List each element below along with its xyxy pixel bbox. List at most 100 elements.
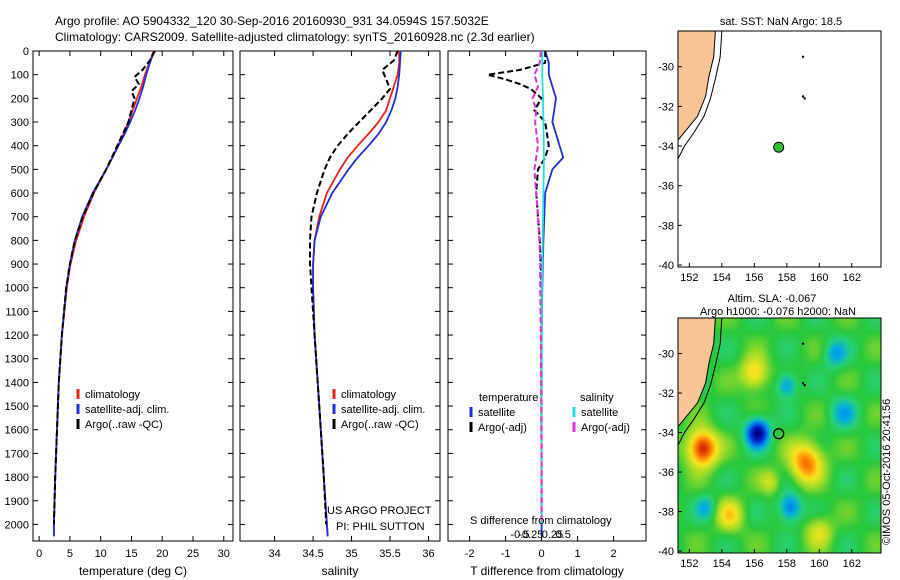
salinity-legend-label: climatology	[341, 389, 397, 401]
difference-legend-label: Argo(-adj)	[581, 422, 630, 434]
temperature-ytick-label: 1100	[5, 306, 29, 318]
sla-map-float-marker	[773, 428, 785, 440]
sst-map-xtick-label: 154	[713, 272, 731, 284]
sla-map-ytick-label: -30	[658, 349, 674, 361]
difference-stick-label: -0.5	[511, 529, 530, 541]
difference-series-line	[531, 50, 543, 525]
sla-map-content	[678, 318, 881, 553]
header-line1: Argo profile: AO 5904332_120 30-Sep-2016…	[55, 14, 489, 28]
temperature-ytick-label: 1700	[5, 448, 29, 460]
salinity-annotation: PI: PHIL SUTTON	[336, 521, 425, 533]
sst-map-frame	[677, 30, 882, 268]
sst-map-ytick-label: -36	[658, 181, 674, 193]
temperature-xlabel: temperature (deg C)	[79, 564, 187, 578]
difference-stick-label: -0.25	[518, 529, 543, 541]
sst-map-ytick-label: -40	[658, 260, 674, 272]
temperature-legend-label: satellite-adj. clim.	[85, 404, 169, 416]
watermark: ©IMOS 05-Oct-2016 20:41:56	[881, 399, 893, 545]
difference-legend-label: satellite	[581, 407, 618, 419]
difference-stick-label: 0.25	[542, 529, 563, 541]
sla-map-island	[801, 342, 805, 345]
temperature-ytick-label: 1800	[5, 472, 29, 484]
salinity-xtick-label: 34	[268, 548, 280, 560]
temperature-series-line	[53, 50, 155, 537]
sla-map-contour	[678, 318, 723, 447]
sst-map-ytick-label: -30	[658, 62, 674, 74]
plots-layer: 0 5 10 15 20 25 300100200300400500600700800900…	[5, 16, 882, 578]
temperature-xtick-label: 30	[218, 548, 230, 560]
sla-map-ytick-label: -40	[658, 546, 674, 558]
salinity-legend-label: Argo(..raw -QC)	[341, 419, 419, 431]
temperature-xtick-label: 5	[67, 548, 73, 560]
temperature-ytick-label: 800	[11, 235, 29, 247]
salinity-frame	[239, 50, 441, 542]
sla-map-xtick-label: 156	[745, 558, 763, 570]
difference-legend-title: temperature	[479, 392, 538, 404]
temperature-xtick-label: 0	[36, 548, 42, 560]
difference-top-xlabel: S difference from climatology	[470, 515, 612, 527]
sla-map-xtick-label: 158	[778, 558, 796, 570]
sla-map-xtick-label: 162	[843, 558, 861, 570]
temperature-legend-label: climatology	[85, 389, 141, 401]
temperature-ytick-label: 1200	[5, 330, 29, 342]
salinity-xtick-label: 35.5	[379, 548, 400, 560]
temperature-xtick-label: 15	[125, 548, 137, 560]
salinity-series-line	[309, 50, 399, 525]
temperature-ytick-label: 400	[11, 141, 29, 153]
difference-series-line	[540, 51, 545, 525]
difference-series-line	[487, 51, 550, 525]
difference-xtick-label: -1	[501, 548, 511, 560]
difference-xtick-label: -2	[465, 548, 475, 560]
sla-map-subtitle: Argo h1000: -0.076 h2000: NaN	[700, 306, 856, 318]
sst-map-ytick-label: -38	[658, 220, 674, 232]
sst-map-contour	[678, 31, 723, 160]
temperature-ytick-label: 600	[11, 188, 29, 200]
sst-map-island	[801, 95, 805, 98]
sla-map-ytick-label: -36	[658, 467, 674, 479]
salinity-xtick-label: 36	[422, 548, 434, 560]
sla-map-heatmap-image	[678, 318, 881, 553]
temperature-ytick-label: 1400	[5, 377, 29, 389]
difference-legend-label: satellite	[478, 407, 515, 419]
difference-legend-title: salinity	[580, 392, 614, 404]
temperature-ytick-label: 200	[11, 93, 29, 105]
temperature-ytick-label: 1600	[5, 425, 29, 437]
temperature-xtick-label: 10	[95, 548, 107, 560]
difference-xlabel: T difference from climatology	[470, 564, 624, 578]
temperature-xtick-label: 25	[187, 548, 199, 560]
sst-map-xtick-label: 152	[680, 272, 698, 284]
difference-xtick-label: 1	[575, 548, 581, 560]
sst-map-island	[801, 55, 805, 58]
sla-map-frame	[677, 317, 882, 554]
difference-frame	[447, 50, 647, 542]
sst-map-content	[678, 31, 806, 160]
temperature-ytick-label: 700	[11, 212, 29, 224]
temperature-ytick-label: 900	[11, 259, 29, 271]
temperature-ytick-label: 500	[11, 164, 29, 176]
temperature-ytick-label: 1500	[5, 401, 29, 413]
temperature-ytick-label: 2000	[5, 519, 29, 531]
sla-map-land	[678, 318, 716, 429]
sla-map-ytick-label: -34	[658, 428, 674, 440]
sla-map-title: Altim. SLA: -0.067	[728, 293, 817, 305]
temperature-ytick-label: 1000	[5, 283, 29, 295]
sst-map-land	[678, 31, 716, 142]
temperature-ytick-label: 300	[11, 117, 29, 129]
sla-map-xtick-label: 154	[713, 558, 731, 570]
header-line2: Climatology: CARS2009. Satellite-adjuste…	[55, 30, 535, 44]
sla-map-island	[803, 383, 806, 387]
sst-map-ytick-label: -34	[658, 141, 674, 153]
sst-map-island	[803, 97, 806, 100]
difference-legend-label: Argo(-adj)	[478, 422, 527, 434]
salinity-xlabel: salinity	[322, 564, 359, 578]
salinity-annotation: US ARGO PROJECT	[327, 505, 432, 517]
sst-map-title: sat. SST: NaN Argo: 18.5	[720, 16, 842, 28]
temperature-ytick-label: 1900	[5, 496, 29, 508]
difference-xtick-label: 2	[611, 548, 617, 560]
salinity-legend-label: satellite-adj. clim.	[341, 404, 425, 416]
temperature-frame	[32, 50, 234, 542]
difference-xtick-label: 0	[539, 548, 545, 560]
temperature-ytick-label: 1300	[5, 354, 29, 366]
temperature-legend-label: Argo(..raw -QC)	[85, 419, 163, 431]
